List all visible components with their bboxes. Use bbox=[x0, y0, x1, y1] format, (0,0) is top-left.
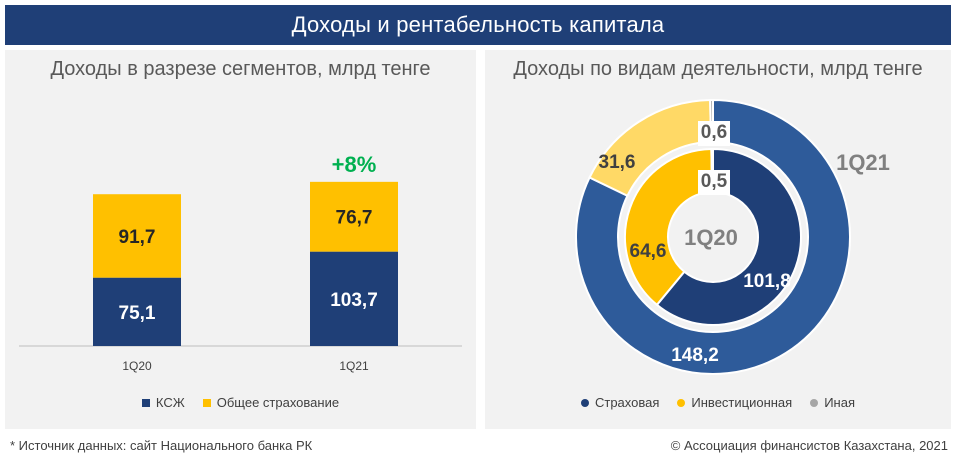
legend-swatch-ksj bbox=[141, 398, 150, 407]
growth-annotation: +8% bbox=[332, 152, 377, 177]
slice-1q20-investment bbox=[624, 147, 714, 307]
bar-general-1Q20 bbox=[93, 194, 181, 278]
legend-item-investment: Инвестиционная bbox=[677, 395, 792, 410]
slice-1q21-insurance bbox=[575, 98, 851, 375]
bar-label-ksj-1Q20: 75,1 bbox=[119, 303, 156, 324]
legend-label-insurance: Страховая bbox=[594, 395, 660, 410]
legend-item-general: Общее страхование bbox=[202, 395, 340, 410]
activities-chart-title: Доходы по видам деятельности, млрд тенге bbox=[513, 58, 923, 80]
x-tick-label-1Q21: 1Q21 bbox=[339, 359, 369, 373]
bar-label-general-1Q20: 91,7 bbox=[119, 227, 156, 248]
ring-name-1q21: 1Q21 bbox=[836, 150, 890, 175]
segments-bar-chart: 75,1 91,7 1Q20 103,7 76,7 1Q21 +8% bbox=[19, 152, 462, 373]
bar-ksj-1Q21 bbox=[310, 251, 398, 346]
slice-label-1q20-insurance: 101,8 bbox=[743, 271, 791, 292]
bar-ksj-1Q20 bbox=[93, 277, 181, 346]
source-note: * Источник данных: сайт Национального ба… bbox=[10, 438, 313, 453]
page-banner: Доходы и рентабельность капитала bbox=[5, 5, 951, 45]
ring-name-1q20: 1Q20 bbox=[684, 225, 738, 250]
legend-swatch-other bbox=[810, 398, 819, 407]
legend-swatch-insurance bbox=[580, 398, 589, 407]
legend-label-other: Иная bbox=[824, 395, 855, 410]
segments-legend: КСЖ Общее страхование bbox=[5, 395, 476, 410]
segments-panel: Доходы в разрезе сегментов, млрд тенге 7… bbox=[5, 50, 476, 429]
page-title: Доходы и рентабельность капитала bbox=[291, 12, 665, 37]
legend-swatch-investment bbox=[677, 398, 686, 407]
segments-chart-title: Доходы в разрезе сегментов, млрд тенге bbox=[50, 58, 431, 80]
legend-label-general: Общее страхование bbox=[216, 395, 340, 410]
label-box-1q20-other bbox=[698, 170, 730, 195]
label-box-1q21-other bbox=[698, 121, 730, 146]
bar-label-general-1Q21: 76,7 bbox=[336, 208, 373, 229]
bar-label-ksj-1Q21: 103,7 bbox=[330, 290, 378, 311]
slice-label-1q21-insurance: 148,2 bbox=[671, 345, 719, 366]
legend-swatch-general bbox=[202, 398, 211, 407]
legend-item-ksj: КСЖ bbox=[141, 395, 185, 410]
activities-panel: Доходы по видам деятельности, млрд тенге… bbox=[485, 50, 951, 429]
legend-item-insurance: Страховая bbox=[580, 395, 660, 410]
slice-label-1q20-investment: 64,6 bbox=[630, 241, 667, 262]
legend-label-ksj: КСЖ bbox=[155, 395, 185, 410]
slice-label-1q21-other: 0,6 bbox=[701, 122, 727, 143]
bar-general-1Q21 bbox=[310, 181, 398, 252]
slice-label-1q20-other: 0,5 bbox=[701, 171, 728, 192]
slice-label-1q21-investment: 31,6 bbox=[599, 152, 636, 173]
activities-donut-chart: 148,2 31,6 0,6 101,8 64,6 0,5 1Q20 1Q21 bbox=[575, 98, 890, 375]
activities-legend: Страховая Инвестиционная Иная bbox=[485, 395, 951, 410]
copyright-note: © Ассоциация финансистов Казахстана, 202… bbox=[670, 438, 948, 453]
slice-1q20-insurance bbox=[655, 147, 802, 326]
x-tick-label-1Q20: 1Q20 bbox=[122, 359, 152, 373]
legend-label-investment: Инвестиционная bbox=[691, 395, 793, 410]
legend-item-other: Иная bbox=[810, 395, 855, 410]
